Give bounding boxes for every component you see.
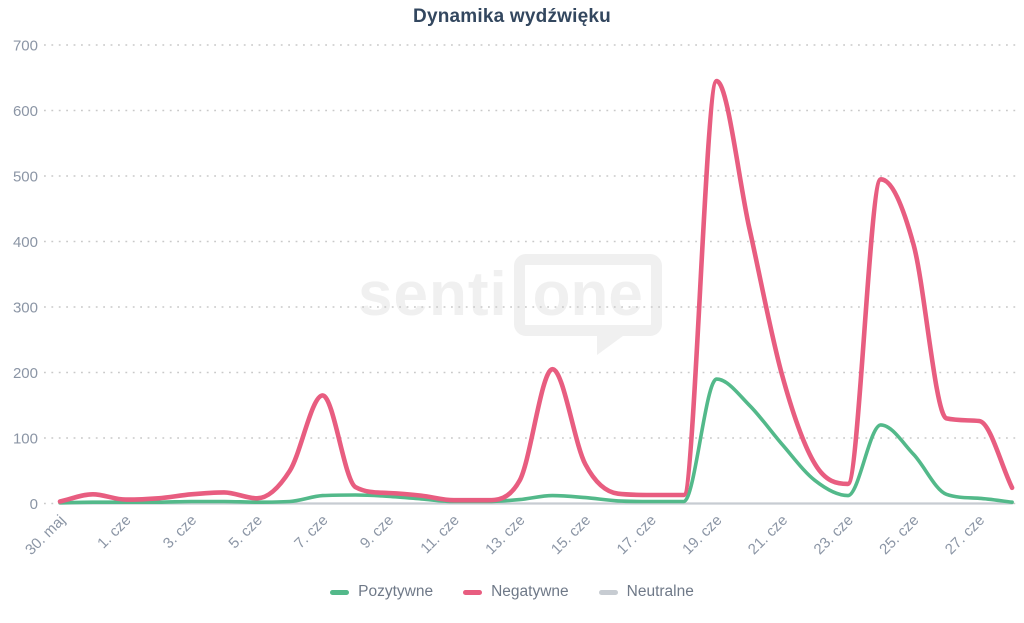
x-axis-label: 15. cze (548, 512, 594, 558)
watermark-text-senti: senti (358, 260, 508, 329)
x-axis-label: 5. cze (225, 512, 265, 552)
chart-legend: Pozytywne Negatywne Neutralne (0, 583, 1024, 601)
x-axis-label: 3. cze (160, 512, 200, 552)
legend-label-neutralne: Neutralne (626, 583, 694, 600)
y-axis-label: 700 (13, 38, 38, 55)
x-axis-label: 9. cze (357, 512, 397, 552)
x-axis-label: 27. cze (942, 512, 988, 558)
series-line-pozytywne (58, 377, 1014, 505)
x-axis-label: 23. cze (811, 512, 857, 558)
y-axis-label: 200 (13, 365, 38, 382)
x-axis-label: 21. cze (745, 512, 791, 558)
legend-swatch-pozytywne (330, 589, 350, 595)
y-axis-label: 300 (13, 300, 38, 317)
legend-label-pozytywne: Pozytywne (358, 583, 434, 600)
x-axis-label: 17. cze (614, 512, 660, 558)
legend-label-negatywne: Negatywne (491, 583, 569, 600)
watermark-bubble-tail (596, 333, 627, 355)
legend-item-pozytywne[interactable]: Pozytywne (330, 583, 433, 601)
y-axis-label: 0 (30, 496, 38, 513)
y-axis-label: 500 (13, 169, 38, 186)
watermark-speech-bubble-icon: one (513, 254, 662, 355)
x-axis-label: 30. maj (22, 512, 69, 559)
x-axis-label: 11. cze (417, 512, 462, 557)
chart-title: Dynamika wydźwięku (413, 6, 611, 27)
x-axis-label: 25. cze (876, 512, 922, 558)
legend-item-negatywne[interactable]: Negatywne (463, 583, 569, 601)
y-axis-label: 600 (13, 103, 38, 120)
y-axis-label: 400 (13, 234, 38, 251)
sentione-watermark: senti one (358, 254, 662, 355)
x-axis-label: 7. cze (291, 512, 331, 552)
x-axis-label: 19. cze (679, 512, 725, 558)
x-axis-label: 13. cze (482, 512, 528, 558)
x-axis-label: 1. cze (94, 512, 134, 552)
legend-item-neutralne[interactable]: Neutralne (598, 583, 694, 601)
legend-swatch-neutralne (598, 589, 618, 595)
series-line-negatywne (57, 78, 1015, 504)
legend-swatch-negatywne (463, 589, 483, 595)
watermark-text-one: one (532, 260, 643, 329)
y-axis-label: 100 (13, 431, 38, 448)
